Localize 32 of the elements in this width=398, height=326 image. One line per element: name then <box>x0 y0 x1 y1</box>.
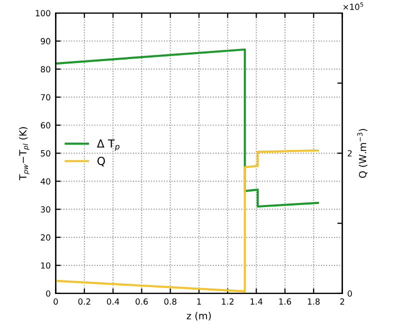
y-tick-label: 10 <box>41 262 50 269</box>
x-tick-label: 1.2 <box>222 298 234 305</box>
text: ×10$^{5}$ <box>343 2 364 10</box>
y-tick-label: 50 <box>40 150 50 157</box>
x-tick-label: 0.2 <box>78 298 90 305</box>
line-series <box>56 149 319 292</box>
y-tick-label: 100 <box>36 10 50 16</box>
x-tick-label: 0.8 <box>164 298 176 305</box>
y-tick-label: 90 <box>40 38 50 44</box>
x-axis-title: z (m) <box>186 312 211 321</box>
x-tick-label: 2 <box>340 298 344 305</box>
legend-label: Q <box>97 156 105 166</box>
line-series <box>56 48 319 208</box>
y2-axis-title: Q (W.m$^{−3}$) <box>357 128 368 178</box>
y-tick-label: 70 <box>40 94 50 100</box>
legend-label: Δ T$_{p}$ <box>96 139 120 151</box>
x-tick-label: 0 <box>54 298 58 305</box>
y-tick-label: 20 <box>40 234 50 241</box>
x-tick-label: 0.4 <box>106 298 120 305</box>
x-tick-label: 0.6 <box>136 298 148 305</box>
x-tick-label: 1.4 <box>250 298 262 305</box>
x-tick-label: 1.6 <box>279 298 292 305</box>
x-tick-label: 1 <box>197 298 201 305</box>
y-axis-title: T$_{pw}$−T$_{pl}$ (K) <box>18 127 30 180</box>
y-tick-label: 80 <box>40 66 50 72</box>
y-tick-label: 40 <box>40 178 50 185</box>
x-tick-label: 1.8 <box>308 298 320 305</box>
y2-tick-label: 0 <box>348 290 352 297</box>
y2-tick-label: 2 <box>348 150 352 156</box>
y-tick-label: 0 <box>46 290 50 297</box>
y-tick-label: 60 <box>40 122 50 128</box>
y-tick-label: 30 <box>40 206 50 213</box>
